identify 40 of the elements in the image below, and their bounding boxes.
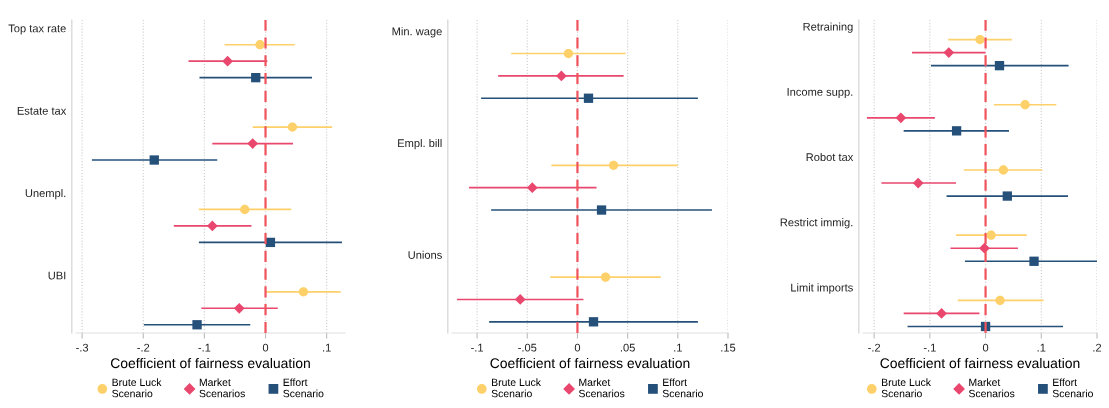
y-tick-label: Retraining [803,22,853,33]
y-tick-label: Top tax rate [8,24,66,35]
y-tick-label: Limit imports [791,283,853,294]
y-tick-label: Empl. bill [398,138,442,150]
x-tick-label: -.1 [471,343,484,352]
x-tick-label: .15 [721,343,736,352]
x-tick-label: .1 [323,343,331,352]
x-tick-label: -.3 [76,343,89,352]
x-tick-label: -.1 [198,343,211,352]
x-tick-label: .1 [674,343,682,352]
legend-label: Brute Luck Scenario [491,378,541,398]
x-tick-label: -.2 [868,343,881,352]
y-tick-label: Robot tax [806,152,854,162]
legend-label: Effort Scenario [662,378,703,398]
x-tick-label: -.05 [518,343,537,352]
x-axis-title: Coefficient of fairness evaluation [880,357,1080,369]
x-tick-label: -.2 [137,343,150,352]
y-tick-label: Min. wage [392,27,442,38]
x-tick-label: .2 [1093,343,1102,352]
legend-label: Brute Luck Scenario [112,378,162,398]
x-tick-label: -.1 [923,343,936,352]
legend-label: Market Scenarios [199,378,245,398]
x-axis-title: Coefficient of fairness evaluation [110,357,310,369]
x-tick-label: .1 [1037,343,1046,352]
x-tick-label: .05 [620,343,635,352]
y-tick-label: Estate tax [17,106,67,115]
legend-label: Effort Scenario [1052,378,1093,398]
legend-label: Brute Luck Scenario [881,378,931,398]
x-axis-title: Coefficient of fairness evaluation [490,357,690,369]
y-tick-label: Unions [408,250,442,259]
y-tick-label: Unempl. [25,188,66,200]
legend-label: Market Scenarios [578,378,625,398]
legend-label: Effort Scenario [283,378,324,398]
y-tick-label: Income supp. [787,88,853,99]
x-tick-label: 0 [982,343,989,352]
y-tick-label: Restrict immig. [780,218,853,229]
x-tick-label: 0 [262,343,269,352]
y-tick-label: UBI [48,271,66,280]
x-tick-label: 0 [574,343,581,352]
legend-label: Market Scenarios [968,378,1015,398]
